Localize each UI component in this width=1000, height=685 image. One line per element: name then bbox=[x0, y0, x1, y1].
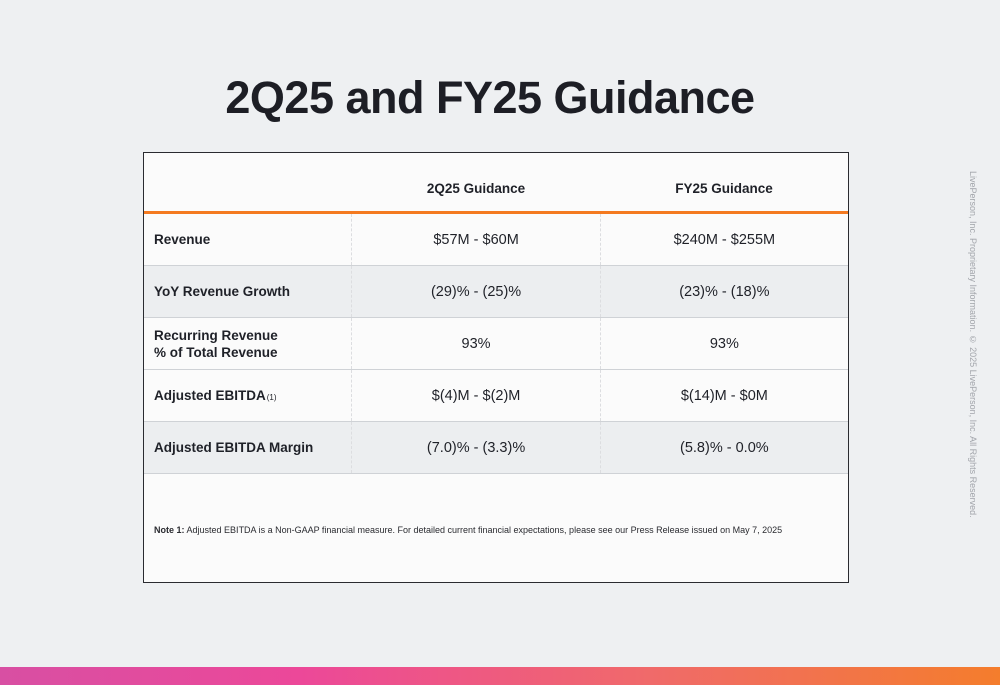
row-label: YoY Revenue Growth bbox=[154, 284, 291, 299]
row-fy25-value: (23)% - (18)% bbox=[599, 266, 848, 317]
row-label-text: Adjusted EBITDA bbox=[154, 388, 266, 403]
row-fy25-value: (5.8)% - 0.0% bbox=[599, 422, 848, 473]
footnote-label: Note 1: bbox=[154, 525, 185, 535]
row-label: Adjusted EBITDA Margin bbox=[154, 440, 314, 455]
header-2q25: 2Q25 Guidance bbox=[426, 180, 526, 196]
footnote-text: Adjusted EBITDA is a Non-GAAP financial … bbox=[186, 525, 783, 535]
table-row-ebitda-margin: Adjusted EBITDA Margin (7.0)% - (3.3)% (… bbox=[144, 422, 848, 474]
row-2q25-value: $57M - $60M bbox=[351, 214, 599, 265]
row-fy25-value: $240M - $255M bbox=[599, 214, 848, 265]
row-2q25-value: (29)% - (25)% bbox=[351, 266, 599, 317]
footnote-marker: (1) bbox=[266, 393, 277, 402]
row-label: Recurring Revenue % of Total Revenue bbox=[144, 318, 351, 369]
copyright-side-text: LivePerson, Inc. Proprietary Information… bbox=[968, 171, 978, 518]
gradient-footer-band bbox=[0, 667, 1000, 685]
header-fy25: FY25 Guidance bbox=[675, 180, 773, 196]
row-label-line2: % of Total Revenue bbox=[154, 344, 278, 360]
table-row-adjusted-ebitda: Adjusted EBITDA (1) $(4)M - $(2)M $(14)M … bbox=[144, 370, 848, 422]
row-label: Adjusted EBITDA (1) bbox=[144, 370, 351, 421]
table-row-yoy-growth: YoY Revenue Growth (29)% - (25)% (23)% -… bbox=[144, 266, 848, 318]
table-header-row: 2Q25 Guidance FY25 Guidance bbox=[144, 153, 848, 214]
row-label-line1: Recurring Revenue bbox=[154, 327, 278, 343]
guidance-table: 2Q25 Guidance FY25 Guidance Revenue $57M… bbox=[143, 152, 849, 583]
table-row-recurring-revenue: Recurring Revenue % of Total Revenue 93%… bbox=[144, 318, 848, 370]
row-fy25-value: 93% bbox=[599, 318, 848, 369]
row-2q25-value: $(4)M - $(2)M bbox=[351, 370, 599, 421]
row-2q25-value: (7.0)% - (3.3)% bbox=[351, 422, 599, 473]
row-label: Revenue bbox=[154, 232, 211, 247]
slide-title: 2Q25 and FY25 Guidance bbox=[225, 72, 755, 123]
header-label-cell bbox=[144, 153, 352, 211]
footnote: Note 1: Adjusted EBITDA is a Non-GAAP fi… bbox=[154, 525, 782, 535]
row-2q25-value: 93% bbox=[351, 318, 599, 369]
table-row-revenue: Revenue $57M - $60M $240M - $255M bbox=[144, 214, 848, 266]
row-fy25-value: $(14)M - $0M bbox=[599, 370, 848, 421]
